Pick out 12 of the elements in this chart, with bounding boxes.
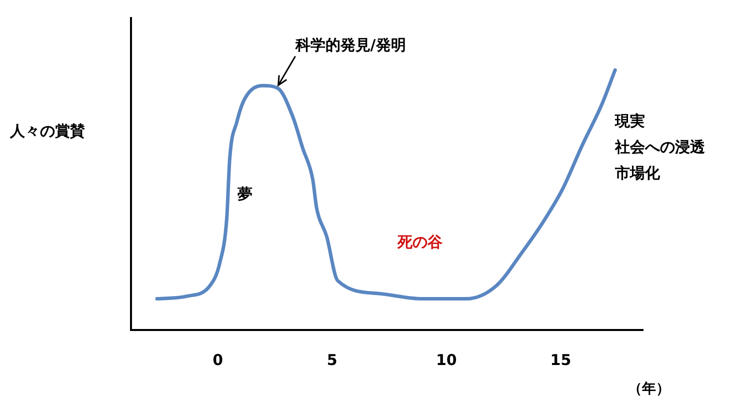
annotation: 夢 xyxy=(238,184,252,203)
x-tick-label: 0 xyxy=(212,350,224,369)
annotation: 死の谷 xyxy=(396,232,444,251)
y-axis-title: 人々の賞賛 xyxy=(10,122,85,141)
x-tick-label: 15 xyxy=(550,350,572,369)
annotation: 市場化 xyxy=(614,164,661,182)
annotation: 社会への浸透 xyxy=(614,138,706,156)
annotation: 現実 xyxy=(614,112,645,130)
x-tick-label: 10 xyxy=(436,350,457,369)
x-tick-label: 5 xyxy=(326,350,338,369)
annotation: 科学的発見/発明 xyxy=(294,36,406,54)
x-axis-title: （年） xyxy=(628,380,670,398)
